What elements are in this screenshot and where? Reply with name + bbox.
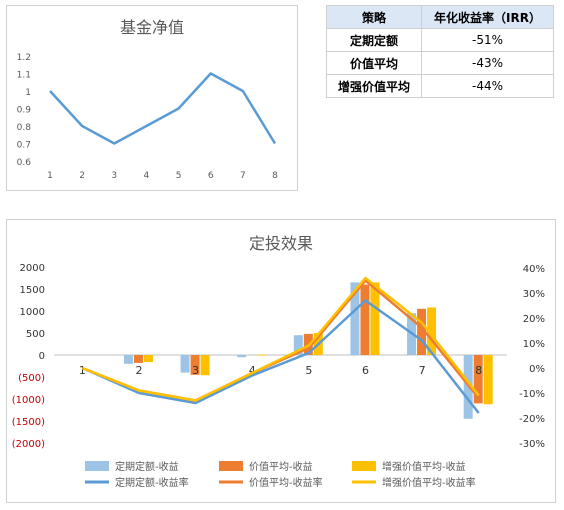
bar-2	[473, 355, 483, 404]
irr-header-strategy: 策略	[326, 5, 422, 29]
x-tick-label: 4	[144, 171, 150, 181]
nav-series-line	[49, 72, 277, 145]
bar-3	[200, 355, 210, 376]
legend-bar-swatch	[85, 461, 109, 471]
irr-rate-cell: -44%	[421, 74, 554, 98]
x-tick-label: 2	[79, 171, 85, 181]
right-axis-tick-label: 40%	[523, 264, 545, 275]
right-axis-tick-label: 20%	[523, 314, 545, 325]
x-tick-label: 7	[240, 171, 246, 181]
y-tick-label: 1.1	[17, 71, 31, 81]
y-tick-label: 0.7	[17, 141, 31, 151]
effect-chart-svg: 2000 1500 1000 500 0 (500) (1000) (1500) (2000) 4…	[12, 263, 545, 489]
x-tick-label: 8	[272, 171, 278, 181]
legend-bar-swatch	[219, 461, 243, 471]
effect-chart-panel: 定投效果 2000 1500 1000 500 0 (500) (1000) (1500) (2…	[6, 219, 556, 503]
x-tick-label: 6	[208, 171, 214, 181]
category-label: 5	[305, 364, 312, 377]
left-axis-tick-label: 1000	[20, 307, 45, 318]
irr-rate-cell: -43%	[421, 51, 554, 75]
nav-chart-title: 基金净值	[119, 18, 184, 37]
x-tick-label: 3	[111, 171, 117, 181]
irr-strategy-cell: 定期定额	[326, 28, 422, 52]
left-axis-tick-label: (500)	[18, 373, 45, 384]
table-row: 定期定额 -51%	[326, 28, 554, 52]
nav-chart-panel: 基金净值 0.6 0.7 0.8 0.9 1 1.1 1.2 1 2 3 4 5 6 7 8	[6, 5, 298, 191]
bar-1	[237, 355, 247, 358]
bar-1	[123, 355, 133, 364]
legend-label: 价值平均-收益率	[249, 476, 323, 489]
nav-chart-svg: 0.6 0.7 0.8 0.9 1 1.1 1.2 1 2 3 4 5 6 7 8	[17, 53, 278, 181]
y-tick-label: 1	[25, 88, 31, 98]
right-axis-tick-label: -20%	[519, 414, 545, 425]
table-row: 价值平均 -43%	[326, 51, 554, 75]
category-label: 6	[362, 364, 369, 377]
table-row: 增强价值平均 -44%	[326, 74, 554, 98]
left-axis-tick-label: (1500)	[12, 417, 45, 428]
legend-label: 增强价值平均-收益率	[382, 476, 476, 489]
bar-2	[417, 308, 427, 355]
right-axis-tick-label: 30%	[523, 289, 545, 300]
left-axis-tick-label: (1000)	[12, 395, 45, 406]
legend-label: 价值平均-收益	[249, 460, 313, 473]
bar-3	[143, 355, 153, 363]
right-axis-tick-label: 10%	[523, 339, 545, 350]
bar-3	[427, 307, 437, 355]
y-tick-label: 0.9	[17, 106, 32, 116]
left-axis-tick-label: 1500	[20, 285, 45, 296]
bar-2	[190, 355, 200, 375]
y-tick-label: 0.8	[17, 123, 32, 133]
legend-label: 增强价值平均-收益	[382, 460, 466, 473]
x-tick-label: 5	[176, 171, 182, 181]
bar-1	[180, 355, 190, 373]
effect-chart-title: 定投效果	[248, 234, 313, 253]
right-axis-tick-label: 0%	[529, 364, 545, 375]
irr-header-rate: 年化收益率（IRR）	[421, 5, 554, 29]
category-label: 3	[192, 364, 199, 377]
category-label: 2	[135, 364, 142, 377]
bar-2	[133, 355, 143, 363]
category-label: 1	[79, 364, 86, 377]
irr-table: 策略 年化收益率（IRR） 定期定额 -51% 价值平均 -43% 增强价值平均…	[326, 5, 554, 98]
rate-line-1	[81, 299, 480, 414]
bar-1	[350, 282, 360, 355]
bar-3	[483, 355, 493, 405]
category-label: 4	[249, 364, 256, 377]
left-axis-tick-label: 500	[26, 329, 45, 340]
right-axis-tick-label: -30%	[519, 439, 545, 450]
irr-strategy-cell: 价值平均	[326, 51, 422, 75]
irr-rate-cell: -51%	[421, 28, 554, 52]
left-axis-tick-label: (2000)	[12, 439, 45, 450]
y-tick-label: 0.6	[17, 158, 32, 168]
legend-label: 定期定额-收益率	[115, 476, 189, 489]
y-tick-label: 1.2	[17, 53, 31, 63]
rate-line-3	[81, 276, 480, 402]
bar-3	[370, 282, 380, 355]
legend-label: 定期定额-收益	[115, 460, 179, 473]
irr-strategy-cell: 增强价值平均	[326, 74, 422, 98]
left-axis-tick-label: 0	[39, 351, 45, 362]
bar-3	[257, 354, 267, 356]
right-axis-tick-label: -10%	[519, 389, 545, 400]
x-tick-label: 1	[47, 171, 53, 181]
bar-1	[293, 335, 303, 355]
category-label: 7	[419, 364, 426, 377]
bar-2	[360, 284, 370, 355]
category-label: 8	[475, 364, 482, 377]
irr-table-header-row: 策略 年化收益率（IRR）	[326, 5, 554, 29]
left-axis-tick-label: 2000	[20, 263, 45, 274]
legend-bar-swatch	[352, 461, 376, 471]
